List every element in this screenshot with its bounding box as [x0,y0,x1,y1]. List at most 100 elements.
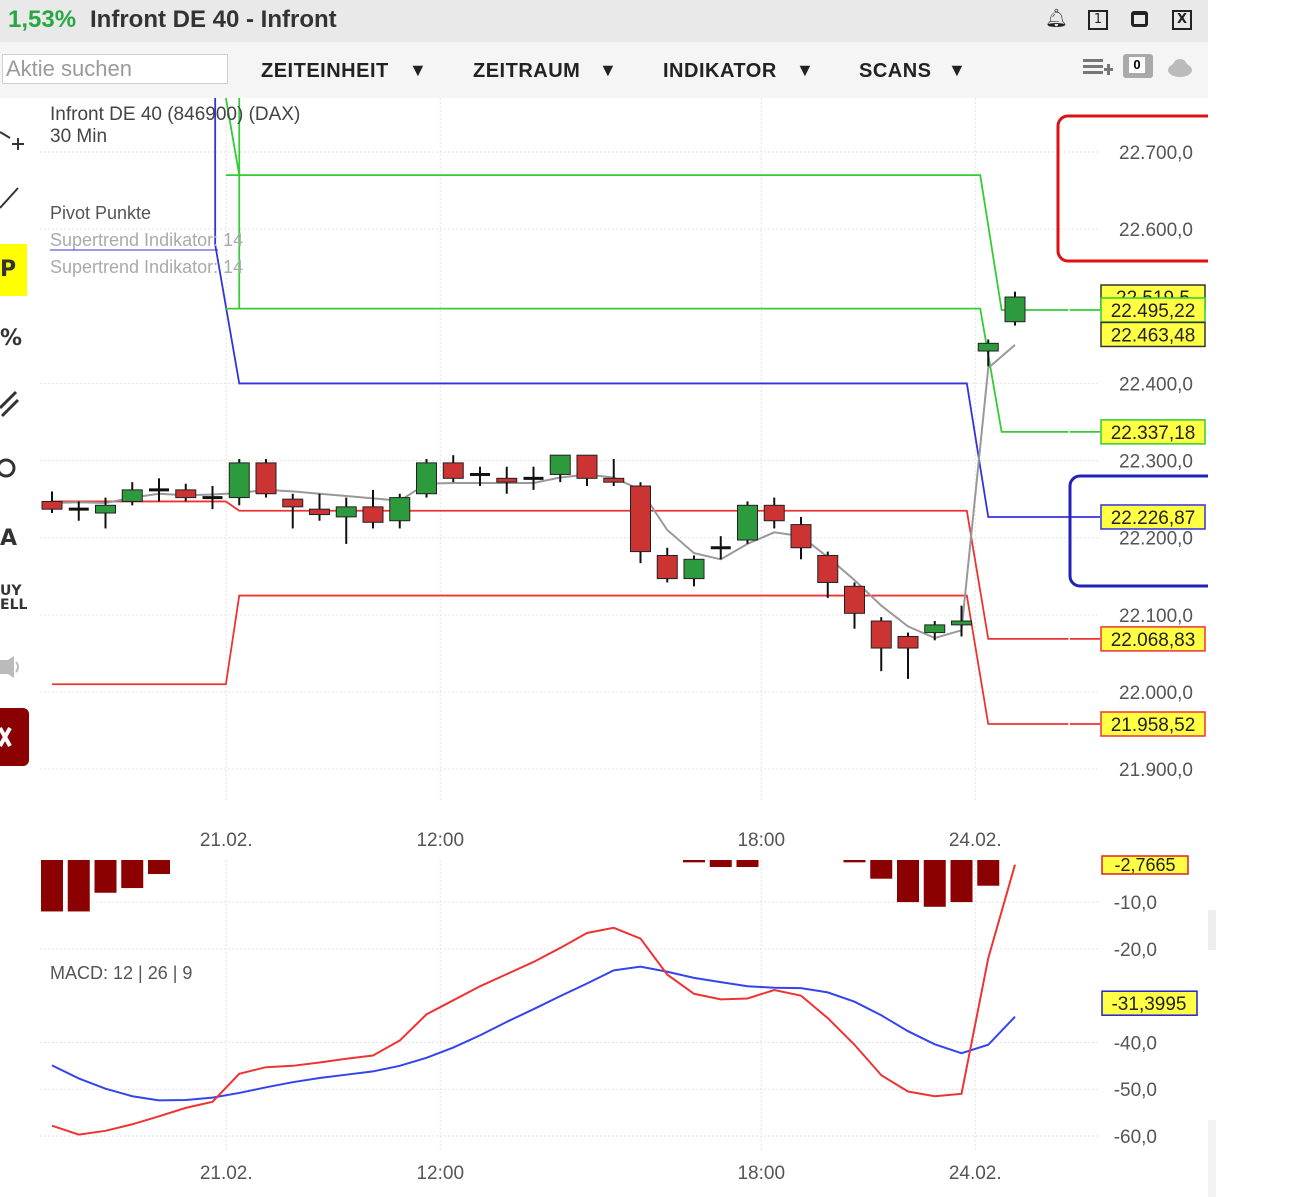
candle-down [175,489,197,499]
scroll-stub-bottom [1208,1120,1216,1197]
sound-icon[interactable] [0,654,30,686]
time-tick-label: 21.02. [200,1163,253,1184]
value-label-box [1100,711,1206,737]
text-tool-icon[interactable]: A [0,526,18,551]
candle-down [603,477,625,483]
candle-down [282,498,304,508]
value-label-box [1100,419,1206,445]
time-tick-label: 24.02. [949,830,1002,851]
grid [40,98,1100,1150]
pivot-line [225,174,1069,311]
menu-scans[interactable]: SCANS ▼ [859,60,966,83]
macd-histogram-bar [683,860,705,863]
folder-icon[interactable]: 0 [1123,54,1153,78]
window-one-icon[interactable]: 1 [1088,10,1108,30]
chart-interval: 30 Min [50,126,107,147]
supertrend-blue-line [214,98,1069,518]
crosshair-icon[interactable] [0,128,30,164]
value-label-text: 22.337,18 [1111,423,1196,444]
candle-up [416,462,437,495]
value-label: 22.463,48 [1100,321,1206,348]
legend-supertrend-2[interactable]: Supertrend Indikator: 14 [50,257,243,277]
chevron-down-icon: ▼ [599,60,618,80]
toolbar: Aktie suchen ZEITEINHEIT ▼ ZEITRAUM ▼ IN… [0,42,1208,98]
macd-value-label-text: -31,3995 [1111,994,1186,1015]
value-label-text: 21.958,52 [1111,715,1196,736]
value-label-box [1100,321,1206,348]
value-labels: 22.519,522.495,2222.463,4822.337,1822.22… [1070,284,1206,737]
percent-tool-icon[interactable]: % [0,326,23,351]
candle-up [1004,296,1026,323]
value-label-box [1100,297,1206,323]
moving-average-line [51,344,1016,640]
sell-label: ELL [0,597,28,613]
legend-supertrend-1[interactable]: Supertrend Indikator: 14 [50,230,243,250]
macd-tick-label: -40,0 [1114,1033,1157,1054]
buy-label: UY [0,583,22,599]
candle-down [309,508,330,516]
candle-up [549,454,571,475]
macd-tick-label: -10,0 [1114,893,1157,914]
add-list-icon[interactable] [1082,56,1114,85]
macd-value-label-box [1101,990,1198,1016]
highlight-blue-box [1068,474,1208,588]
candle-down [656,554,678,580]
macd-tick-label: -60,0 [1114,1127,1157,1148]
window-restore-icon[interactable] [1129,8,1151,30]
value-label: 22.226,87 [1100,504,1206,530]
candle-up [977,342,999,352]
menu-zeitraum[interactable]: ZEITRAUM ▼ [473,60,617,83]
value-label-text: 22.068,83 [1111,630,1196,651]
supertrend-red-line [52,500,1069,640]
macd-histogram-bar [121,860,144,889]
value-label: 21.958,52 [1100,711,1206,737]
scroll-stub[interactable] [1208,910,1216,950]
value-label-text: 22.226,87 [1111,508,1196,529]
value-label: 22.495,22 [1100,297,1206,323]
menu-zeiteinheit[interactable]: ZEITEINHEIT ▼ [261,60,427,83]
macd-histogram-bar [843,860,866,863]
macd-top-label: -2,7665 [1101,855,1189,875]
search-input[interactable]: Aktie suchen [2,54,228,84]
candle-down [362,506,384,523]
value-label: 22.337,18 [1100,419,1206,445]
close-icon[interactable]: X [1172,10,1192,30]
time-tick-label: 12:00 [416,830,464,851]
macd-histogram-bar [67,860,90,912]
price-tick-label: 21.900,0 [1119,760,1193,781]
candle-up [335,506,357,518]
candle-down [897,635,919,649]
menu-label: SCANS [859,60,932,82]
macd-tick-label: -20,0 [1114,940,1157,961]
candlesticks [41,291,1026,679]
line-tool-icon[interactable] [0,186,30,216]
candle-up [121,489,143,502]
buy-sell-tool[interactable]: UY ELL [0,584,30,612]
value-label-box [1100,626,1206,652]
menu-indikator[interactable]: INDIKATOR ▼ [663,60,814,83]
pivot-tool-button[interactable]: P [0,244,27,296]
pivot-line [224,97,241,176]
circle-tool-icon[interactable] [0,454,30,490]
right-margin [1208,0,1292,1197]
chevron-down-icon: ▼ [948,60,967,80]
candle-up [389,497,411,522]
highlight-red-box [1056,114,1208,263]
legend-pivot[interactable]: Pivot Punkte [50,203,151,223]
candle-up [95,504,116,514]
macd-histogram-bar [41,860,63,912]
indicator-lines [51,97,1069,725]
delete-tool-button[interactable] [0,708,29,766]
macd-label: MACD: 12 | 26 | 9 [50,963,192,983]
time-tick-label: 24.02. [949,1163,1002,1184]
macd-line [51,864,1016,1136]
chart-area[interactable]: 22.700,0 22.600,0 22.400,0 22.300,0 22.200,0… [0,0,1208,1197]
value-label: 22.068,83 [1100,626,1206,652]
price-tick-label: 22.000,0 [1119,683,1193,704]
candle-down [255,462,277,495]
macd-histogram-bar [94,860,117,893]
cloud-icon[interactable] [1166,58,1194,83]
parallel-lines-icon[interactable] [0,388,30,424]
bell-icon[interactable]: 🔔︎ [1045,8,1068,29]
time-axis: 21.02. 12:00 18:00 24.02. 21.02. 12:00 18:00 24… [200,830,1002,1184]
